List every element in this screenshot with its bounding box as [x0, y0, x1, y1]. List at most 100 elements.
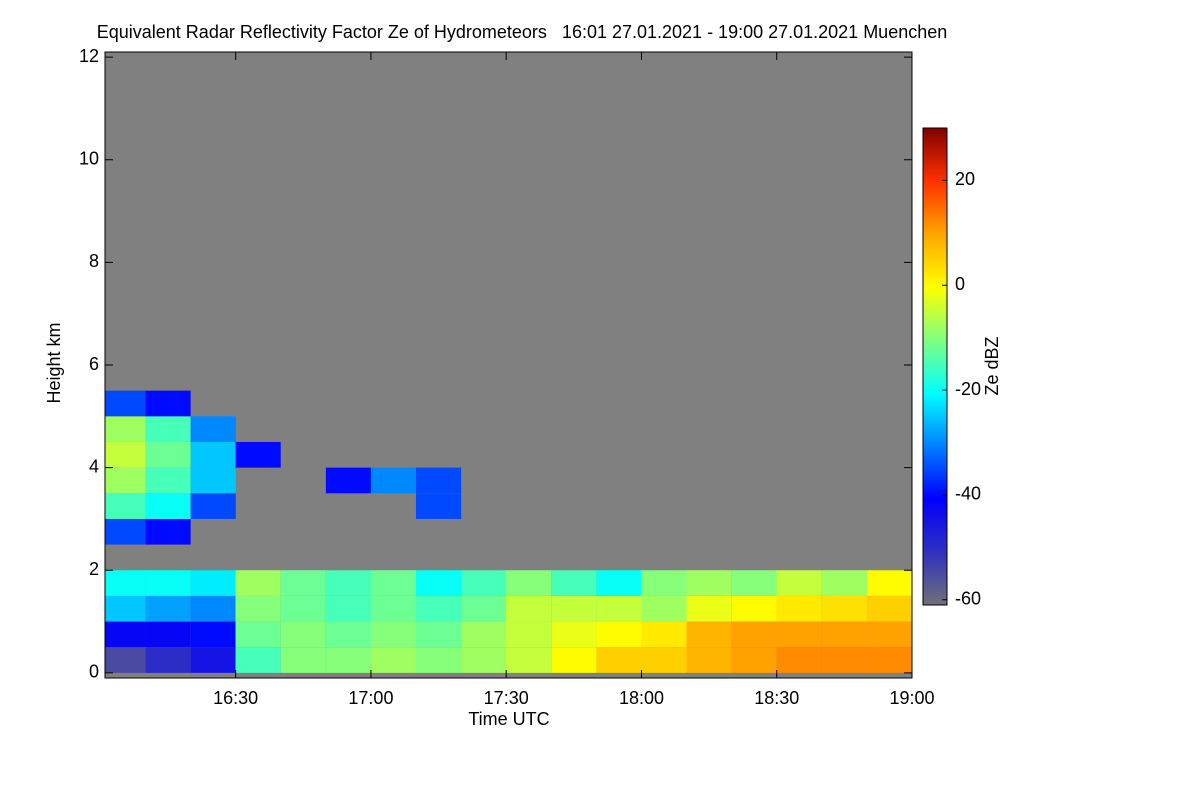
heatmap-cell — [776, 621, 822, 648]
x-tick-label: 16:30 — [213, 688, 258, 708]
heatmap-cell — [280, 570, 326, 596]
heatmap-cell — [461, 570, 507, 596]
heatmap-cell — [105, 467, 146, 494]
heatmap-cell — [776, 647, 822, 673]
heatmap-cell — [190, 467, 236, 494]
heatmap-cell — [325, 621, 372, 648]
heatmap-cell — [776, 595, 822, 622]
heatmap-cell — [325, 467, 372, 494]
heatmap-cell — [641, 647, 687, 673]
heatmap-cell — [145, 621, 191, 648]
colorbar-tick-label: -20 — [955, 379, 981, 399]
heatmap-cell — [415, 647, 462, 673]
colorbar-tick-label: 20 — [955, 169, 975, 189]
heatmap-cell — [370, 595, 416, 622]
heatmap-cell — [105, 493, 146, 519]
heatmap-cell — [506, 621, 552, 648]
heatmap-cell — [145, 595, 191, 622]
heatmap-cell — [686, 647, 732, 673]
heatmap-cell — [731, 621, 777, 648]
heatmap-cell — [105, 595, 146, 622]
heatmap-cell — [105, 570, 146, 596]
heatmap-cell — [370, 647, 416, 673]
y-tick-label: 2 — [89, 559, 99, 579]
heatmap-cell — [731, 647, 777, 673]
y-tick-label: 4 — [89, 456, 99, 476]
x-tick-label: 18:30 — [754, 688, 799, 708]
y-tick-label: 10 — [79, 149, 99, 169]
heatmap-cell — [461, 621, 507, 648]
x-tick-label: 19:00 — [889, 688, 934, 708]
heatmap-cell — [145, 647, 191, 673]
heatmap-cell — [415, 467, 462, 494]
heatmap-cell — [415, 493, 462, 519]
heatmap-cell — [280, 595, 326, 622]
heatmap-cell — [641, 570, 687, 596]
colorbar-label: Ze dBZ — [982, 336, 1002, 395]
heatmap-cell — [821, 595, 867, 622]
heatmap-cell — [821, 647, 867, 673]
y-tick-label: 12 — [79, 46, 99, 66]
colorbar-tick-label: -40 — [955, 484, 981, 504]
x-axis-label: Time UTC — [468, 709, 549, 729]
heatmap-cell — [461, 595, 507, 622]
x-tick-label: 17:30 — [484, 688, 529, 708]
heatmap-cell — [145, 570, 191, 596]
y-tick-label: 0 — [89, 662, 99, 682]
heatmap-cell — [506, 570, 552, 596]
heatmap-cell — [641, 595, 687, 622]
heatmap-cell — [105, 416, 146, 442]
y-tick-label: 6 — [89, 354, 99, 374]
heatmap-cell — [145, 493, 191, 519]
heatmap-cell — [731, 595, 777, 622]
heatmap-cell — [105, 647, 146, 673]
heatmap-cell — [190, 570, 236, 596]
heatmap-cell — [190, 416, 236, 442]
heatmap-cell — [415, 595, 462, 622]
heatmap-cell — [506, 595, 552, 622]
heatmap-cell — [641, 621, 687, 648]
heatmap-cell — [190, 595, 236, 622]
heatmap-cell — [190, 647, 236, 673]
heatmap-cell — [370, 467, 416, 494]
heatmap-cell — [821, 570, 867, 596]
heatmap-cell — [370, 570, 416, 596]
heatmap-cell — [866, 647, 912, 673]
heatmap-cell — [866, 621, 912, 648]
colorbar-tick-label: -60 — [955, 589, 981, 609]
heatmap-cell — [105, 390, 146, 417]
heatmap-cell — [235, 441, 281, 468]
heatmap-cell — [105, 621, 146, 648]
heatmap-cell — [415, 621, 462, 648]
heatmap-cell — [105, 518, 146, 545]
heatmap-cell — [325, 647, 372, 673]
heatmap-cell — [686, 621, 732, 648]
heatmap-cell — [190, 493, 236, 519]
heatmap-cell — [596, 570, 642, 596]
heatmap-cell — [370, 621, 416, 648]
heatmap-cell — [280, 621, 326, 648]
heatmap-cell — [686, 595, 732, 622]
heatmap-cell — [731, 570, 777, 596]
colorbar — [922, 127, 948, 606]
y-axis-label: Height km — [44, 322, 64, 403]
heatmap-cell — [821, 621, 867, 648]
heatmap-cell — [235, 570, 281, 596]
heatmap-cell — [596, 647, 642, 673]
heatmap-cell — [506, 647, 552, 673]
x-tick-label: 17:00 — [348, 688, 393, 708]
heatmap-cell — [866, 570, 912, 596]
heatmap-cell — [145, 390, 191, 417]
heatmap-cell — [145, 416, 191, 442]
heatmap-cell — [325, 570, 372, 596]
heatmap-cell — [551, 621, 597, 648]
heatmap-cell — [551, 595, 597, 622]
heatmap-cell — [190, 621, 236, 648]
heatmap-cell — [145, 518, 191, 545]
heatmap-cell — [235, 595, 281, 622]
x-tick-label: 18:00 — [619, 688, 664, 708]
heatmap-cell — [145, 467, 191, 494]
heatmap-cell — [551, 570, 597, 596]
heatmap-cell — [551, 647, 597, 673]
